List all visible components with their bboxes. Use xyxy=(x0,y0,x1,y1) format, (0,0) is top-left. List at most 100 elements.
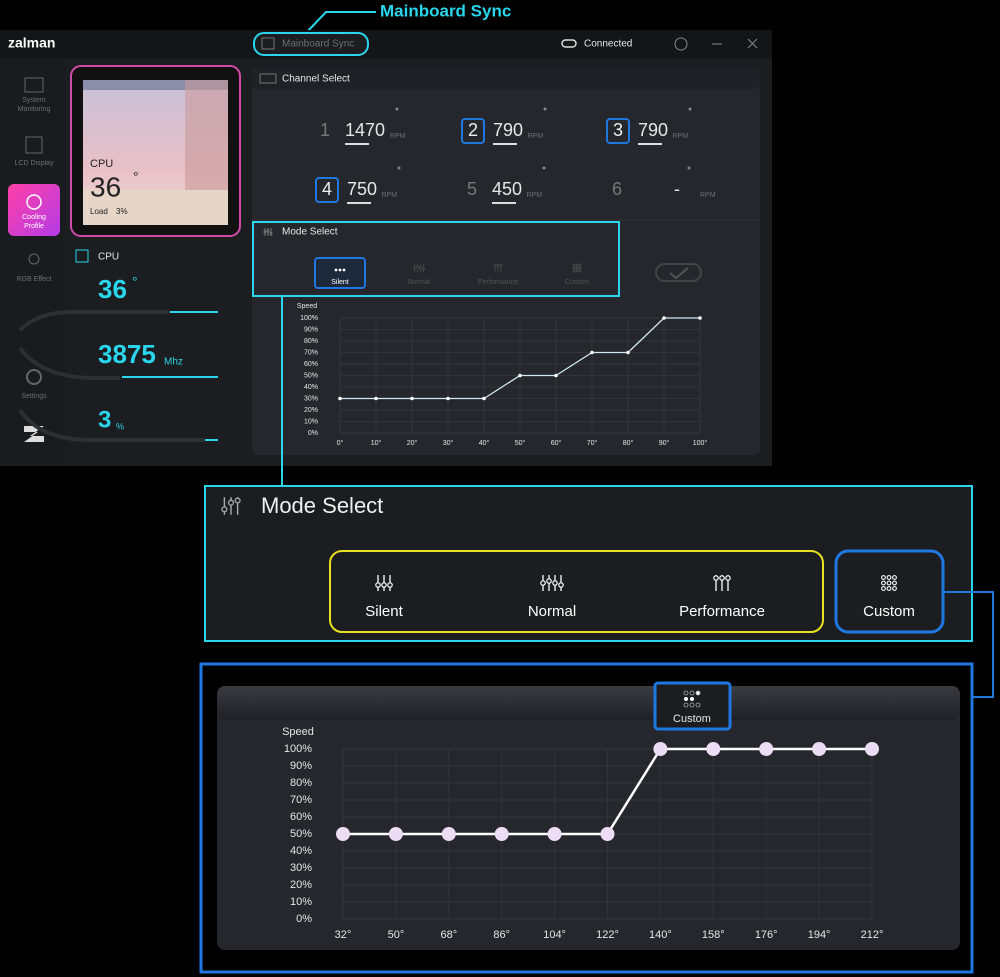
point[interactable] xyxy=(547,827,562,841)
sync-button-label: Mainboard Sync xyxy=(282,39,354,50)
point[interactable] xyxy=(410,396,414,401)
point[interactable] xyxy=(590,350,594,355)
mode-label[interactable]: Normal xyxy=(408,279,431,286)
channel-selected[interactable] xyxy=(315,177,339,203)
cpu-load-unit: % xyxy=(116,421,124,431)
lcd-load-label: Load xyxy=(90,207,108,216)
mode-zoom-box xyxy=(204,485,973,642)
x-tick-label: 140° xyxy=(649,929,672,941)
point[interactable] xyxy=(653,742,668,756)
icon-knob xyxy=(413,266,416,270)
channel-header xyxy=(252,67,760,89)
sidebar-item[interactable]: Settings xyxy=(21,393,47,400)
icon-knob xyxy=(419,266,422,270)
icon-dot xyxy=(886,586,892,591)
callout-title: Mainboard Sync xyxy=(380,1,511,20)
icon-dot xyxy=(695,690,701,696)
cpu-temp: 36 xyxy=(98,274,127,304)
x-tick-label: 90° xyxy=(659,439,670,447)
cpu-load: 3 xyxy=(98,406,111,433)
icon-dot xyxy=(689,702,695,708)
mode-label[interactable]: Custom xyxy=(863,603,915,620)
close-button[interactable] xyxy=(747,38,758,49)
logo: zalman xyxy=(8,35,55,51)
y-tick-label: 0% xyxy=(308,430,318,437)
icon-dot xyxy=(575,269,579,273)
channel-selected[interactable] xyxy=(606,118,630,144)
sidebar-item[interactable]: Cooling xyxy=(22,214,46,221)
point[interactable] xyxy=(698,316,702,320)
channel-selected[interactable] xyxy=(461,118,485,144)
icon-system xyxy=(24,77,44,93)
point[interactable] xyxy=(336,827,350,841)
icon-knob xyxy=(422,267,425,271)
point[interactable] xyxy=(441,827,456,841)
lcd-image-ceiling xyxy=(83,80,228,90)
mode-label[interactable]: Performance xyxy=(478,279,518,286)
custom-button[interactable] xyxy=(653,681,732,731)
y-tick-label: 80% xyxy=(304,338,318,345)
icon-dot xyxy=(689,690,695,696)
icon-dot xyxy=(575,263,579,267)
lcd-image-curtain xyxy=(185,80,228,190)
mode-label[interactable]: Custom xyxy=(565,279,589,286)
point[interactable] xyxy=(374,396,378,401)
icon-knob xyxy=(416,265,419,269)
help-button[interactable] xyxy=(674,37,688,51)
sidebar-item[interactable]: Profile xyxy=(24,223,44,230)
y-axis-label: Speed xyxy=(282,726,314,738)
decor-lines xyxy=(18,309,170,380)
point[interactable] xyxy=(494,827,509,841)
icon-knob xyxy=(499,264,503,267)
mode-label[interactable]: Silent xyxy=(331,279,349,286)
mode-label[interactable]: Silent xyxy=(365,603,403,620)
x-tick-label: 30° xyxy=(443,439,454,447)
sidebar-item[interactable]: LCD Display xyxy=(15,160,54,167)
point[interactable] xyxy=(759,742,774,756)
icon-dot xyxy=(881,586,886,591)
point[interactable] xyxy=(518,373,522,378)
icon-knob xyxy=(269,232,273,235)
channel-rpm: 1470 xyxy=(345,120,385,140)
point[interactable] xyxy=(482,396,486,401)
point[interactable] xyxy=(600,827,615,841)
icon-dot xyxy=(892,586,897,591)
point[interactable] xyxy=(338,396,342,401)
point[interactable] xyxy=(446,396,450,401)
channels: 1 1470 RPM 2 790 RPM 3 790 RPM 4 750 RPM 5 450 RPM 6 - RP… xyxy=(315,107,716,204)
toggle[interactable] xyxy=(655,263,702,282)
mode-label[interactable]: Normal xyxy=(528,603,576,620)
sidebar-item[interactable]: RGB Effect xyxy=(17,276,52,283)
point[interactable] xyxy=(554,373,558,378)
icon-fan xyxy=(26,194,42,210)
sidebar-item[interactable]: Monitoring xyxy=(18,106,51,113)
sync-button[interactable] xyxy=(253,32,369,56)
point[interactable] xyxy=(662,316,666,320)
mode-silent-active[interactable] xyxy=(314,257,366,289)
sidebar-active[interactable] xyxy=(8,184,60,236)
channel-status xyxy=(397,166,401,170)
icon-dot xyxy=(892,580,897,586)
channel-status xyxy=(543,107,547,111)
toggle-check xyxy=(669,267,689,280)
point[interactable] xyxy=(706,742,721,756)
mode-zoom-title: Mode Select xyxy=(261,493,383,518)
icon-knob xyxy=(725,575,731,581)
icon-knob xyxy=(234,497,241,504)
cpu-temp-unit: ° xyxy=(132,274,138,290)
mode-select-box xyxy=(252,221,620,297)
x-tick-label: 32° xyxy=(335,929,352,941)
lcd-load: 3% xyxy=(116,207,128,216)
icon-dot xyxy=(684,697,688,701)
y-tick-label: 40% xyxy=(304,384,318,391)
point[interactable] xyxy=(812,742,827,756)
channel-title: Channel Select xyxy=(282,74,350,85)
point[interactable] xyxy=(626,350,630,355)
point[interactable] xyxy=(865,742,879,756)
point[interactable] xyxy=(388,827,403,841)
sidebar-item[interactable]: System xyxy=(22,97,46,104)
y-tick-label: 70% xyxy=(304,349,318,356)
icon-knob xyxy=(221,506,228,513)
mode-label[interactable]: Performance xyxy=(679,603,765,620)
